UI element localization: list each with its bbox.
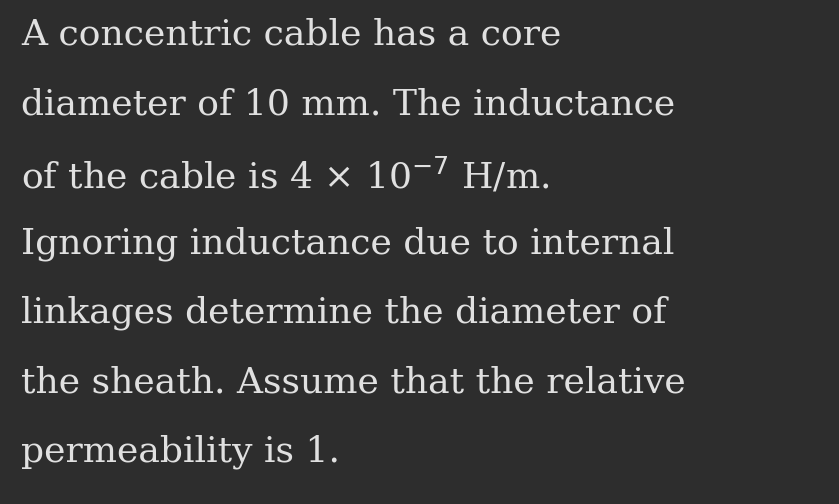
Text: diameter of 10 mm. The inductance: diameter of 10 mm. The inductance [21,87,675,121]
Text: A concentric cable has a core: A concentric cable has a core [21,18,561,51]
Text: of the cable is 4 × 10$^{-7}$ H/m.: of the cable is 4 × 10$^{-7}$ H/m. [21,157,550,196]
Text: permeability is 1.: permeability is 1. [21,435,340,469]
Text: Ignoring inductance due to internal: Ignoring inductance due to internal [21,226,675,261]
Text: the sheath. Assume that the relative: the sheath. Assume that the relative [21,365,685,399]
Text: linkages determine the diameter of: linkages determine the diameter of [21,296,666,330]
